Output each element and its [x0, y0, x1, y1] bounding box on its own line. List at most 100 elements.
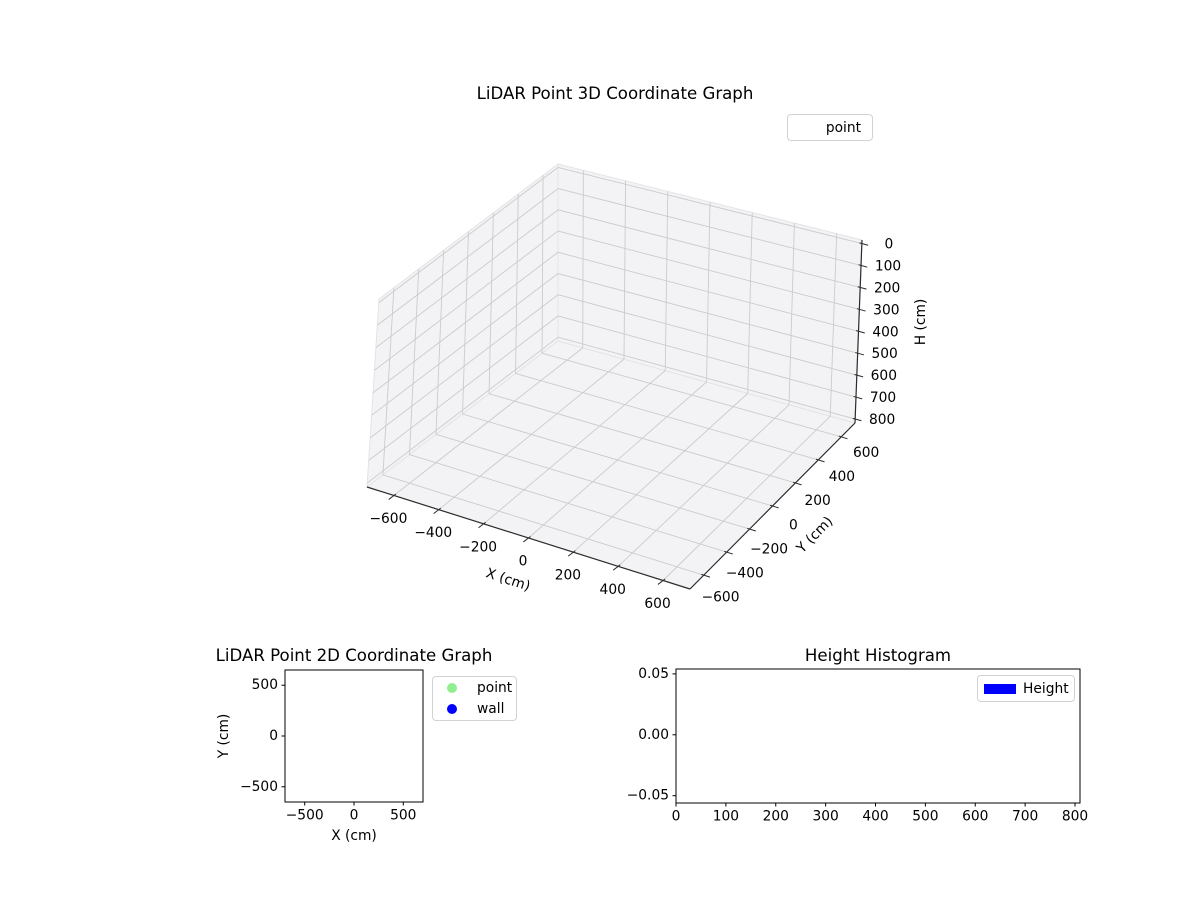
legend-empty-handle [796, 122, 826, 134]
y-tick-label: −600 [702, 590, 740, 606]
y-tick-label: 500 [252, 677, 278, 693]
grid-line [557, 294, 857, 376]
point-marker-icon [447, 682, 457, 693]
y-tick-label: 600 [853, 445, 879, 461]
x-tick-label: 500 [390, 808, 416, 824]
grid-line [368, 315, 559, 461]
plot3d-title: LiDAR Point 3D Coordinate Graph [476, 84, 754, 103]
x-tick-label: −200 [459, 539, 497, 555]
plot2d-legend-label-point: point [477, 679, 513, 696]
grid-line [557, 251, 859, 332]
grid-line [371, 273, 559, 416]
x-tick-label: 800 [1062, 809, 1088, 825]
plot2d-title: LiDAR Point 2D Coordinate Graph [215, 646, 493, 665]
legend-row-wall: wall [447, 699, 516, 721]
wall-marker-icon [447, 704, 457, 715]
legend-row-point: point [447, 677, 516, 699]
grid-line [557, 209, 861, 288]
y-tick-label: −200 [750, 541, 788, 557]
y-tick-mark [747, 527, 756, 532]
hist-legend: Height [977, 675, 1075, 702]
z-tick-label: 200 [874, 280, 900, 296]
y-tick-label: 0 [789, 517, 798, 533]
grid-line [372, 251, 559, 394]
x-tick-label: 100 [713, 809, 739, 825]
z-tick-mark [854, 374, 864, 378]
grid-line [557, 336, 856, 420]
x-tick-label: 600 [962, 809, 988, 825]
grid-line [378, 167, 559, 303]
x-tick-label: −400 [414, 525, 452, 541]
hist-title: Height Histogram [804, 646, 952, 665]
plot3d-xaxis-label: X (cm) [484, 565, 532, 594]
x-tick-mark [523, 536, 531, 543]
z-tick-mark [859, 242, 869, 246]
plot3d-legend: point [787, 114, 873, 141]
x-tick-mark [567, 550, 576, 557]
y-tick-mark [838, 435, 848, 440]
z-tick-mark [855, 352, 865, 356]
y-tick-label: −0.05 [627, 788, 669, 804]
axes-spines [675, 668, 1081, 804]
y-tick-mark [792, 481, 802, 486]
z-tick-label: 500 [871, 346, 897, 362]
x-tick-mark [388, 493, 397, 500]
y-tick-label: 0.05 [638, 666, 669, 682]
grid-line [435, 433, 750, 530]
z-tick-mark [853, 395, 863, 400]
x-tick-label: 200 [763, 809, 789, 825]
x-tick-label: 700 [1012, 809, 1038, 825]
y-tick-label: 400 [829, 469, 855, 485]
plot2d-yaxis-label: Y (cm) [216, 714, 232, 760]
grid-line [377, 188, 559, 326]
z-tick-label: 400 [872, 324, 898, 340]
x-tick-label: 600 [644, 596, 670, 612]
grid-line [557, 230, 860, 310]
plot2d-legend: point wall [432, 676, 517, 721]
x-tick-mark [657, 578, 666, 585]
y-tick-label: 0.00 [638, 727, 669, 743]
z-tick-label: 300 [873, 302, 899, 318]
grid-line [557, 315, 857, 398]
grid-line [557, 166, 862, 244]
plot2d-xaxis-label: X (cm) [331, 828, 377, 844]
grid-line [515, 373, 819, 461]
grid-line [541, 352, 842, 438]
plot3d-yaxis-label: Y (cm) [793, 513, 836, 557]
z-tick-label: 100 [875, 258, 901, 274]
x-tick-label: −500 [286, 808, 324, 824]
grid-line [369, 294, 559, 439]
hist-legend-label: Height [1023, 680, 1069, 697]
plot3d-legend-label: point [825, 119, 861, 136]
x-tick-mark [612, 564, 621, 571]
plot2d-axes: −500 0 500 500 0 −500 [240, 669, 424, 824]
y-tick-label: −500 [240, 779, 278, 795]
x-tick-label: 0 [672, 809, 681, 825]
z-tick-mark [856, 308, 866, 312]
z-tick-mark [857, 286, 867, 290]
grid-line [374, 230, 559, 371]
y-tick-label: 200 [804, 493, 830, 509]
x-tick-label: 0 [350, 808, 359, 824]
grid-line [382, 474, 704, 576]
grid-line [375, 209, 559, 349]
grid-line [409, 454, 727, 553]
y-tick-mark [769, 504, 779, 509]
axes-spines [284, 669, 424, 803]
z-tick-label: 0 [884, 237, 893, 253]
grid-line [557, 273, 858, 354]
x-tick-label: 500 [912, 809, 938, 825]
z-tick-mark [852, 417, 862, 422]
z-tick-mark [858, 264, 868, 268]
y-tick-label: 0 [269, 728, 278, 744]
height-bar-swatch-icon [984, 683, 1016, 694]
z-tick-mark [855, 330, 865, 334]
y-tick-mark [815, 458, 825, 463]
x-tick-label: 300 [812, 809, 838, 825]
z-tick-label: 600 [871, 368, 897, 384]
plot3d-zaxis-label: H (cm) [913, 299, 929, 346]
x-tick-mark [433, 507, 442, 515]
